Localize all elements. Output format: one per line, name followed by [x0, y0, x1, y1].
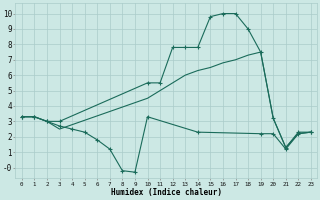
X-axis label: Humidex (Indice chaleur): Humidex (Indice chaleur): [111, 188, 222, 197]
